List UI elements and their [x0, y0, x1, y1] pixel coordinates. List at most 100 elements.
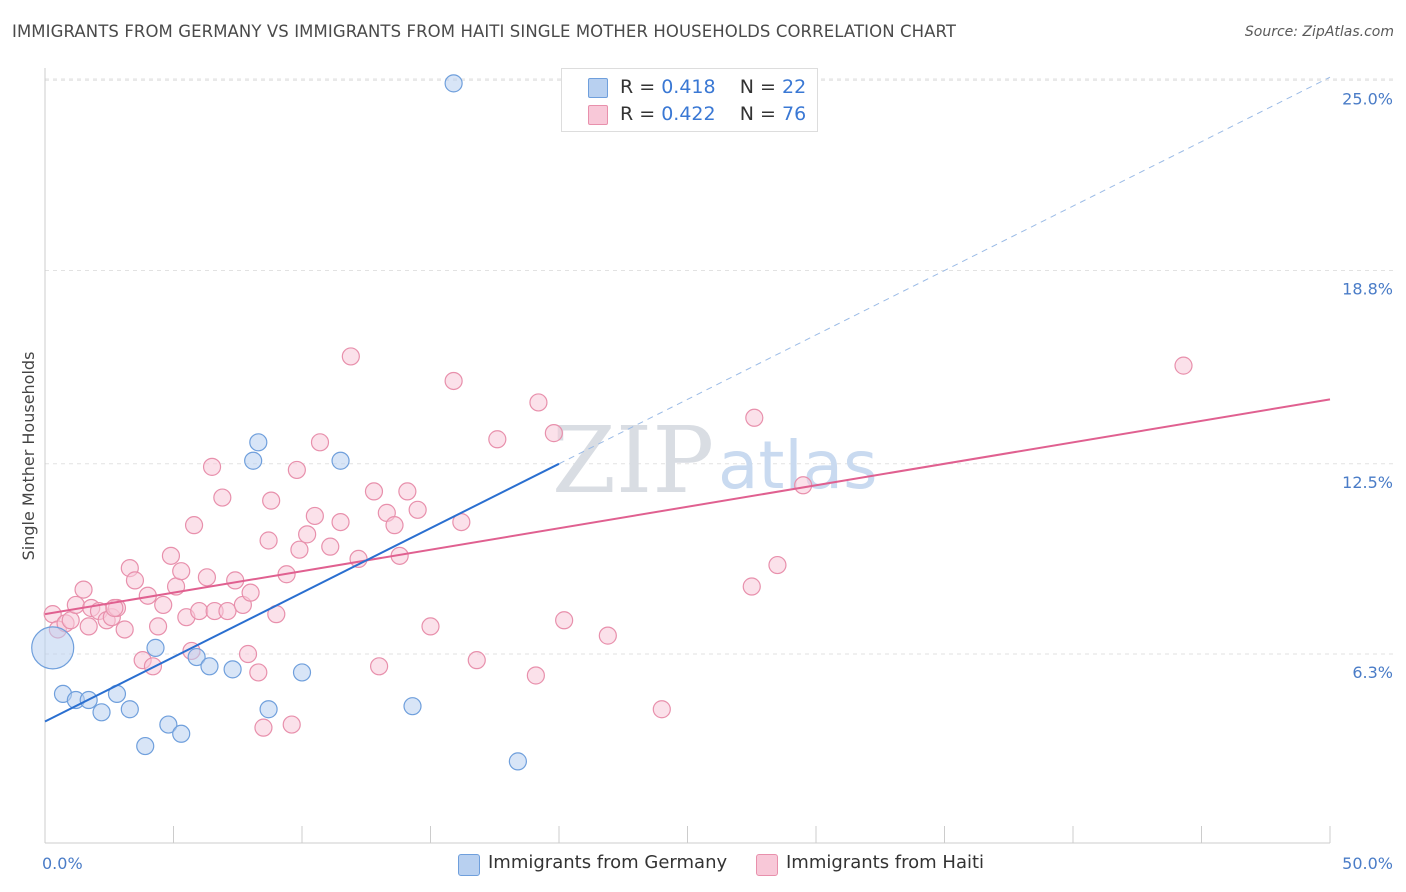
germany-points [31, 74, 527, 771]
stats-legend: R = 0.418 N = 22 R = 0.422 N = 76 [561, 68, 818, 132]
haiti-point [254, 718, 273, 737]
haiti-point [408, 500, 427, 519]
bottom-haiti-swatch [756, 854, 778, 876]
haiti-point [202, 457, 222, 476]
germany-point [292, 663, 312, 682]
germany-point [172, 724, 191, 743]
haiti-point [79, 617, 98, 636]
haiti-r-value: 0.422 [661, 103, 716, 125]
haiti-point [282, 715, 301, 734]
y-tick-label: 18.8% [1342, 280, 1393, 299]
haiti-point [467, 651, 486, 670]
germany-point [92, 703, 111, 722]
germany-point [187, 647, 206, 667]
chart-title: IMMIGRANTS FROM GERMANY VS IMMIGRANTS FR… [12, 22, 957, 41]
germany-point [200, 657, 219, 676]
haiti-point [421, 617, 440, 636]
germany-point [146, 638, 165, 657]
haiti-point [290, 540, 309, 559]
haiti-point [197, 568, 217, 587]
haiti-point [218, 601, 237, 621]
haiti-point [742, 577, 761, 596]
germany-point [223, 660, 242, 679]
haiti-point [745, 408, 764, 427]
haiti-point [190, 601, 209, 621]
haiti-point [364, 482, 384, 501]
watermark: ZIP atlas [552, 407, 878, 514]
germany-point [31, 626, 75, 670]
haiti-point [1174, 356, 1193, 375]
axes [44, 68, 1331, 844]
haiti-n-value: 76 [782, 103, 807, 125]
haiti-point [529, 393, 548, 412]
haiti-point [154, 595, 173, 615]
trend-lines [44, 76, 1331, 723]
germany-point [244, 451, 263, 470]
haiti-point [115, 620, 134, 639]
bottom-haiti-label: Immigrants from Haiti [786, 852, 985, 873]
haiti-point [305, 506, 324, 526]
bottom-germany-label: Immigrants from Germany [488, 852, 728, 873]
germany-trend-extension [558, 76, 1331, 465]
haiti-point [598, 626, 617, 645]
haiti-point [321, 537, 340, 556]
haiti-trend-line [44, 398, 1331, 616]
haiti-point [148, 617, 168, 636]
haiti-point [125, 571, 145, 590]
haiti-r-label: R = [620, 103, 656, 125]
y-tick-label: 6.3% [1352, 663, 1393, 682]
haiti-point [184, 516, 204, 535]
haiti-point [61, 611, 80, 630]
haiti-point [341, 347, 360, 366]
source-label: Source: ZipAtlas.com [1244, 24, 1394, 40]
germany-n-value: 22 [782, 76, 807, 98]
germany-point [259, 700, 278, 719]
germany-point [444, 74, 463, 93]
haiti-point [398, 482, 417, 501]
x-tick-label: 50.0% [1342, 854, 1393, 873]
germany-swatch [588, 78, 608, 98]
haiti-point [370, 657, 389, 676]
haiti-point [238, 644, 258, 664]
y-tick-label: 25.0% [1342, 89, 1393, 108]
germany-point [331, 451, 350, 470]
germany-point [403, 697, 422, 716]
haiti-point [794, 476, 813, 495]
haiti-point [298, 525, 317, 544]
haiti-point [444, 371, 463, 391]
haiti-point [259, 531, 278, 550]
germany-point [159, 715, 178, 734]
haiti-point [287, 460, 306, 480]
x-tick-label: 0.0% [42, 854, 83, 873]
haiti-point [488, 430, 507, 449]
haiti-point [331, 512, 350, 532]
germany-n-label: N = [739, 76, 776, 98]
haiti-swatch [588, 105, 608, 125]
haiti-point [310, 433, 330, 452]
haiti-point [768, 555, 787, 575]
y-tick-label: 12.5% [1342, 473, 1393, 492]
haiti-point [249, 663, 268, 682]
haiti-point [544, 424, 563, 443]
bottom-germany-swatch [458, 854, 480, 876]
haiti-point [652, 700, 671, 719]
germany-point [508, 752, 527, 771]
y-axis-label: Single Mother Households [19, 352, 38, 561]
haiti-n-label: N = [739, 103, 776, 125]
germany-r-label: R = [620, 76, 656, 98]
haiti-point [262, 491, 281, 510]
tick-labels: 6.3% 12.5% 18.8% 25.0% 0.0% 50.0% [42, 89, 1393, 873]
germany-point [136, 736, 155, 756]
haiti-point [526, 666, 545, 685]
haiti-point [213, 488, 232, 507]
haiti-point [385, 516, 404, 535]
haiti-point [74, 580, 93, 599]
germany-point [249, 433, 268, 452]
germany-point [120, 700, 139, 719]
haiti-point [172, 562, 191, 581]
germany-r-value: 0.418 [661, 76, 716, 98]
watermark-zip: ZIP [552, 407, 714, 514]
haiti-point [161, 546, 181, 565]
haiti-point [241, 583, 260, 602]
